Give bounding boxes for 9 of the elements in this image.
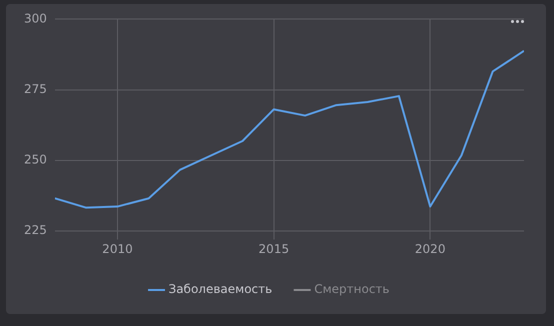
x-tick-label: 2015 (258, 242, 290, 256)
x-tick-label: 2010 (102, 242, 133, 256)
legend-label: Смертность (314, 282, 390, 296)
x-tick-label: 2020 (414, 242, 446, 256)
y-tick-label: 225 (24, 223, 47, 238)
y-tick-label: 300 (24, 11, 47, 26)
y-tick-label: 275 (24, 82, 47, 96)
legend-label: Заболеваемость (168, 282, 272, 296)
y-tick-label: 250 (24, 152, 47, 167)
